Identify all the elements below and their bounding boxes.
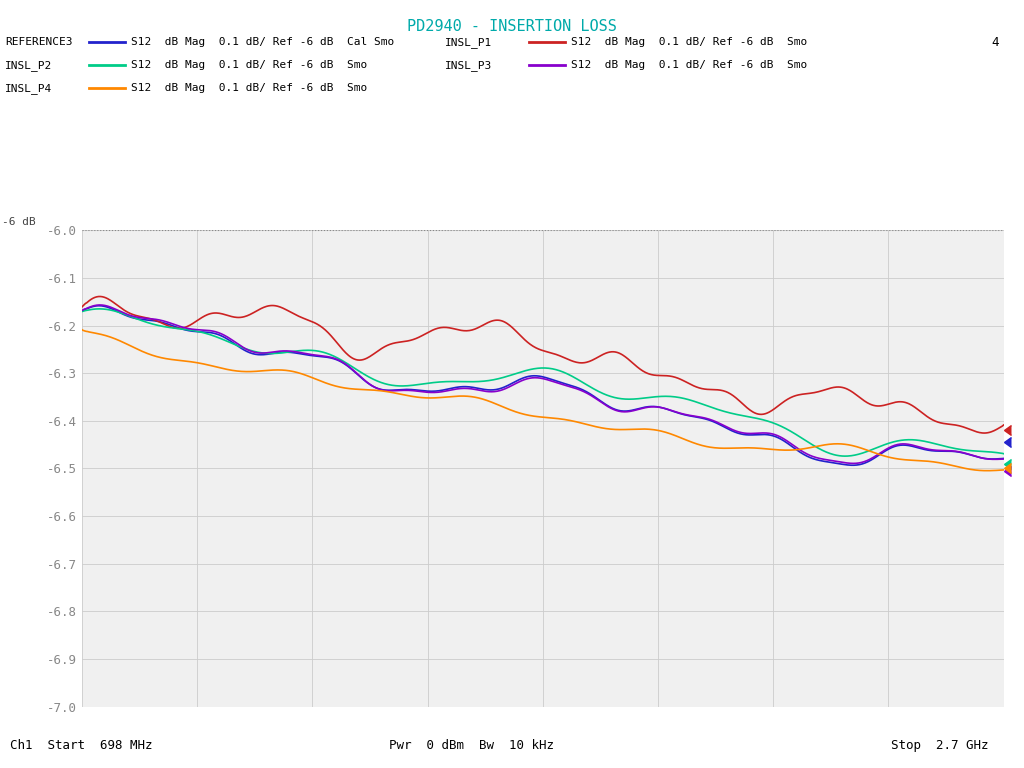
Text: S12  dB Mag  0.1 dB/ Ref -6 dB  Cal Smo: S12 dB Mag 0.1 dB/ Ref -6 dB Cal Smo (131, 37, 394, 48)
Text: INSL_P2: INSL_P2 (5, 60, 52, 71)
Text: -6 dB: -6 dB (2, 217, 36, 227)
Text: S12  dB Mag  0.1 dB/ Ref -6 dB  Smo: S12 dB Mag 0.1 dB/ Ref -6 dB Smo (571, 60, 808, 71)
Text: Ch1  Start  698 MHz: Ch1 Start 698 MHz (10, 739, 153, 752)
Text: S12  dB Mag  0.1 dB/ Ref -6 dB  Smo: S12 dB Mag 0.1 dB/ Ref -6 dB Smo (131, 83, 368, 94)
Text: Pwr  0 dBm  Bw  10 kHz: Pwr 0 dBm Bw 10 kHz (389, 739, 554, 752)
Text: PD2940 - INSERTION LOSS: PD2940 - INSERTION LOSS (408, 19, 616, 35)
Text: Stop  2.7 GHz: Stop 2.7 GHz (891, 739, 988, 752)
Text: S12  dB Mag  0.1 dB/ Ref -6 dB  Smo: S12 dB Mag 0.1 dB/ Ref -6 dB Smo (131, 60, 368, 71)
Text: INSL_P1: INSL_P1 (445, 37, 493, 48)
Text: REFERENCE3: REFERENCE3 (5, 37, 73, 48)
Text: S12  dB Mag  0.1 dB/ Ref -6 dB  Smo: S12 dB Mag 0.1 dB/ Ref -6 dB Smo (571, 37, 808, 48)
Text: INSL_P4: INSL_P4 (5, 83, 52, 94)
Text: 4: 4 (991, 36, 998, 48)
Text: INSL_P3: INSL_P3 (445, 60, 493, 71)
